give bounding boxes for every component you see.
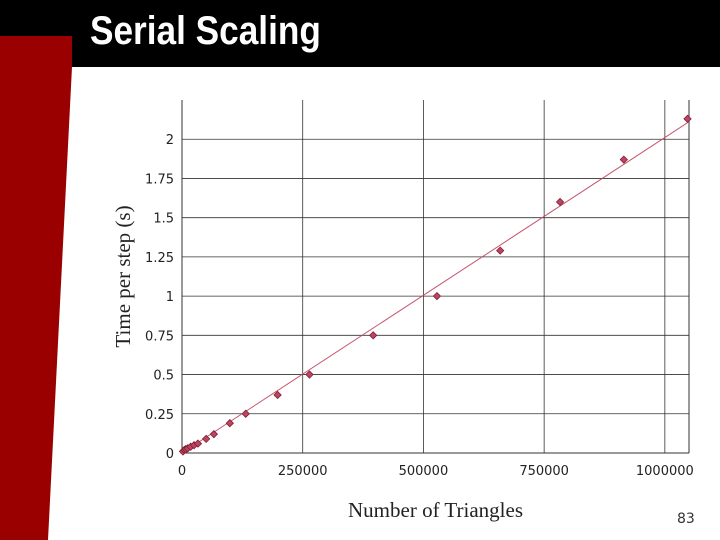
data-point xyxy=(241,409,250,418)
y-tick-label: 1.25 xyxy=(145,251,174,266)
y-tick-label: 0.5 xyxy=(153,369,174,384)
data-point xyxy=(273,390,282,400)
y-tick-label: 0 xyxy=(166,447,174,462)
y-tick-label: 0.25 xyxy=(145,408,174,423)
x-axis-label: Number of Triangles xyxy=(348,498,523,522)
data-point xyxy=(432,291,442,301)
y-tick-label: 2 xyxy=(166,133,174,148)
title-bar xyxy=(0,0,720,67)
y-tick-label: 1.5 xyxy=(153,212,174,227)
x-tick-label: 500000 xyxy=(399,464,449,479)
data-point xyxy=(496,246,505,255)
x-tick-label: 250000 xyxy=(278,464,328,479)
data-point xyxy=(193,439,203,448)
slide-title: Serial Scaling xyxy=(90,9,321,53)
data-point xyxy=(555,197,565,207)
page-number: 83 xyxy=(677,511,695,527)
data-point xyxy=(209,430,219,439)
trend-line xyxy=(181,122,688,454)
x-tick-label: 0 xyxy=(178,464,186,479)
y-tick-label: 0.75 xyxy=(145,329,174,344)
data-point xyxy=(683,114,692,123)
x-tick-label: 750000 xyxy=(519,464,569,479)
x-tick-label: 1000000 xyxy=(636,464,694,479)
data-point xyxy=(305,370,314,379)
data-point xyxy=(619,155,628,164)
data-point xyxy=(369,331,378,340)
y-tick-label: 1 xyxy=(166,290,174,305)
y-axis-label: Time per step (s) xyxy=(111,205,135,347)
data-point xyxy=(201,434,211,444)
data-point xyxy=(225,419,234,428)
y-tick-label: 1.75 xyxy=(145,172,174,187)
